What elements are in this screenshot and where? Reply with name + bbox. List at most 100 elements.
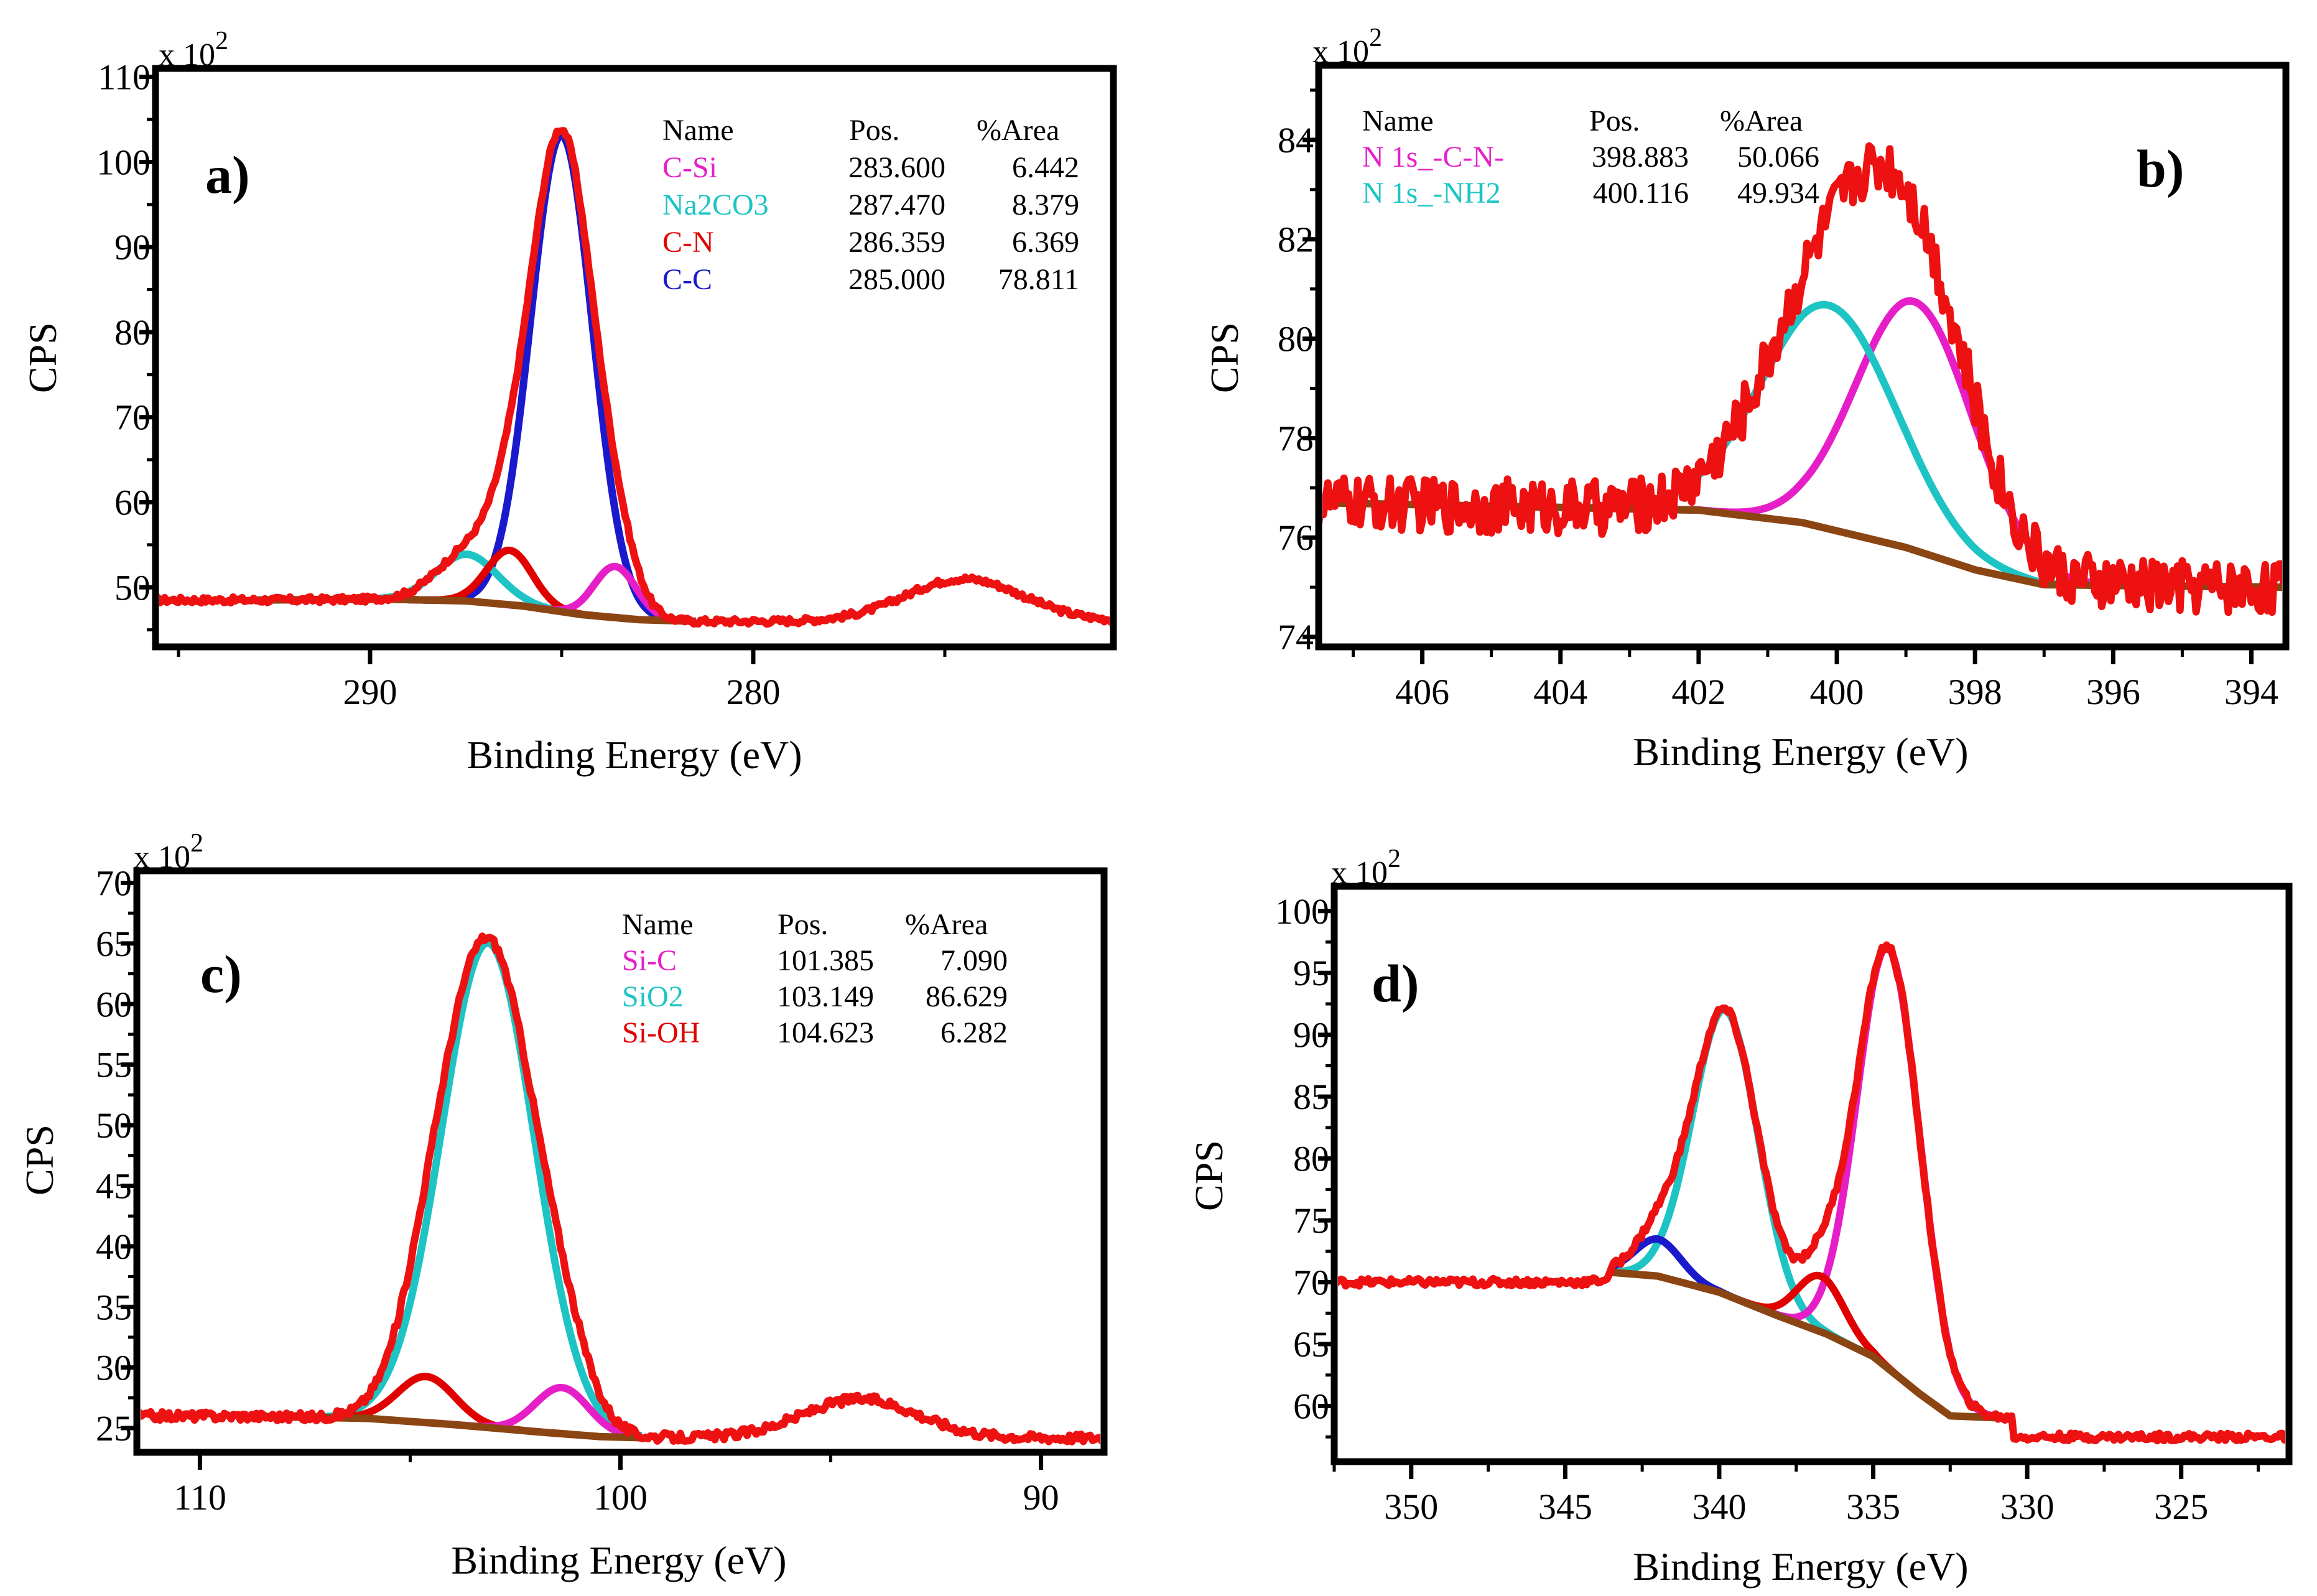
panel-a-xtick-label: 290 [343, 672, 397, 712]
panel-c-ytick-label: 65 [96, 924, 132, 964]
panel-b-xtick-label: 406 [1395, 672, 1449, 712]
panel-d-xtick-label: 330 [2000, 1487, 2055, 1527]
panel-c-legend-area-1: 86.629 [926, 980, 1008, 1013]
panel-b-legend-area-1: 49.934 [1737, 177, 1819, 210]
panel-c-legend-name-2: Si-OH [622, 1016, 700, 1049]
panel-c-ytick-label: 25 [96, 1408, 132, 1449]
panel-d-xtick-label: 350 [1384, 1487, 1438, 1527]
panel-a-legend-area-3: 78.811 [998, 263, 1079, 296]
panel-a-legend-pos-0: 283.600 [848, 151, 945, 184]
panel-b-legend-header-area: %Area [1720, 104, 1803, 137]
panel-c-curves [141, 932, 1100, 1445]
panel-a-multiplier-base: x 10 [159, 37, 215, 73]
panel-a-ytick-label: 50 [114, 567, 151, 608]
panel-a-legend-pos-1: 287.470 [848, 188, 945, 221]
panel-c-ytick-label: 30 [96, 1348, 132, 1388]
panel-c-ytick-label: 55 [96, 1045, 132, 1085]
panel-b-legend-name-0: N 1s_-C-N- [1362, 141, 1504, 174]
panel-c-xtick-label: 100 [593, 1477, 648, 1518]
panel-c-legend-name-1: SiO2 [622, 980, 684, 1013]
panel-a-legend-pos-3: 285.000 [848, 263, 945, 296]
panel-b-ytick-label: 82 [1278, 220, 1314, 260]
panel-d-ytick-label: 65 [1293, 1324, 1329, 1365]
panel-a-legend-name-1: Na2CO3 [662, 188, 769, 221]
panel-d-xtick-label: 345 [1538, 1487, 1592, 1527]
panel-a-legend-name-2: C-N [662, 226, 714, 259]
panel-a-plot: 290 280 50 60 70 80 90 100 110 [96, 57, 1110, 712]
panel-c-ytick-label: 60 [96, 984, 132, 1024]
panel-c-legend-header-pos: Pos. [778, 908, 828, 941]
panel-b-legend-area-0: 50.066 [1737, 141, 1819, 174]
panel-a-xtick-label: 280 [726, 672, 780, 712]
panel-b-legend-header-pos: Pos. [1589, 104, 1640, 137]
panel-c-legend-pos-2: 104.623 [777, 1016, 874, 1049]
panel-a-ytick-label: 110 [98, 57, 151, 98]
panel-c-multiplier: x 102 [134, 829, 203, 875]
panel-c-ylabel: CPS [17, 1125, 62, 1195]
panel-a-legend-name-3: C-C [662, 263, 712, 296]
panel-c-plot: 110 100 90 25 30 35 40 45 50 55 60 65 70 [96, 863, 1100, 1518]
panel-b-ylabel: CPS [1202, 322, 1247, 393]
panel-b-ytick-label: 84 [1278, 120, 1314, 160]
panel-a-legend-area-2: 6.369 [1012, 226, 1079, 259]
panel-a-ytick-label: 90 [114, 227, 151, 267]
panel-c-xtick-label: 110 [174, 1477, 226, 1518]
panel-c-ytick-label: 40 [96, 1227, 132, 1267]
panel-b-legend-pos-1: 400.116 [1593, 177, 1689, 210]
panel-a-legend-area-0: 6.442 [1012, 151, 1079, 184]
panel-d-xtick-label: 340 [1692, 1487, 1746, 1527]
panel-b-xtick-label: 398 [1948, 672, 2002, 712]
panel-c-legend-header-name: Name [622, 908, 694, 941]
panel-c-xtick-label: 90 [1023, 1477, 1059, 1518]
panel-d-ytick-label: 90 [1293, 1015, 1329, 1055]
panel-a-legend-header-name: Name [662, 114, 734, 147]
panel-d-xlabel: Binding Energy (eV) [1633, 1544, 1968, 1589]
panel-b-xtick-label: 404 [1533, 672, 1587, 712]
panel-b-ytick-label: 78 [1278, 418, 1314, 458]
panel-b-ytick-label: 80 [1278, 319, 1314, 360]
panel-a-label: a) [205, 145, 250, 205]
panel-b-multiplier-base: x 10 [1312, 34, 1369, 70]
panel-b-xtick-label: 402 [1671, 672, 1725, 712]
panel-a-legend-header-area: %Area [977, 114, 1059, 147]
panel-b-xlabel: Binding Energy (eV) [1633, 730, 1968, 774]
panel-c-ytick-label: 45 [96, 1166, 132, 1206]
panel-a-ytick-label: 60 [114, 483, 151, 523]
panel-c-legend-area-2: 6.282 [940, 1016, 1008, 1049]
panel-c-label: c) [200, 944, 242, 1004]
panel-b-label: b) [2137, 139, 2184, 198]
panel-b-xtick-label: 396 [2086, 672, 2140, 712]
panel-b-curves [1322, 142, 2282, 616]
panel-c-ytick-label: 35 [96, 1287, 132, 1327]
panel-c: 110 100 90 25 30 35 40 45 50 55 60 65 70 c) Binding … [17, 829, 1108, 1582]
panel-c-multiplier-exp: 2 [190, 829, 203, 858]
panel-c-legend: Name Pos. %Area Si-C 101.385 7.090 SiO2 … [622, 908, 1008, 1049]
panel-d-ytick-label: 60 [1293, 1386, 1329, 1426]
panel-d: 350 345 340 335 330 325 60 65 70 75 80 85 90 95 100 d)… [1187, 845, 2293, 1589]
panel-a-multiplier: x 102 [159, 27, 228, 73]
panel-a-ytick-label: 100 [96, 142, 151, 182]
panel-d-xtick-label: 335 [1846, 1487, 1900, 1527]
panel-d-ytick-label: 70 [1293, 1263, 1329, 1303]
panel-b-multiplier-exp: 2 [1369, 24, 1382, 52]
panel-d-plot: 350 345 340 335 330 325 60 65 70 75 80 85 90 95 100 [1275, 891, 2285, 1527]
panel-c-legend-name-0: Si-C [622, 944, 677, 977]
panel-b-legend-header-name: Name [1362, 104, 1434, 137]
panel-a-peak-c-c [399, 131, 698, 625]
panel-a-legend-pos-2: 286.359 [848, 226, 945, 259]
panel-b-envelope [1322, 142, 2282, 616]
panel-d-multiplier-base: x 10 [1331, 855, 1388, 891]
panel-c-multiplier-base: x 10 [134, 840, 190, 875]
panel-c-ytick-label: 70 [96, 863, 132, 903]
panel-a-frame [152, 65, 1117, 651]
panel-c-legend-area-0: 7.090 [940, 944, 1008, 977]
panel-b-ytick-label: 76 [1278, 517, 1314, 558]
panel-d-background [1611, 1268, 2012, 1422]
panel-d-xtick-label: 325 [2154, 1487, 2208, 1527]
panel-b-xtick-label: 400 [1810, 672, 1864, 712]
panel-a: 290 280 50 60 70 80 90 100 110 a) Binding Energy… [21, 27, 1117, 777]
panel-a-multiplier-exp: 2 [215, 27, 228, 55]
panel-b-legend: Name Pos. %Area N 1s_-C-N- 398.883 50.06… [1362, 104, 1819, 210]
panel-c-envelope [141, 932, 1100, 1445]
